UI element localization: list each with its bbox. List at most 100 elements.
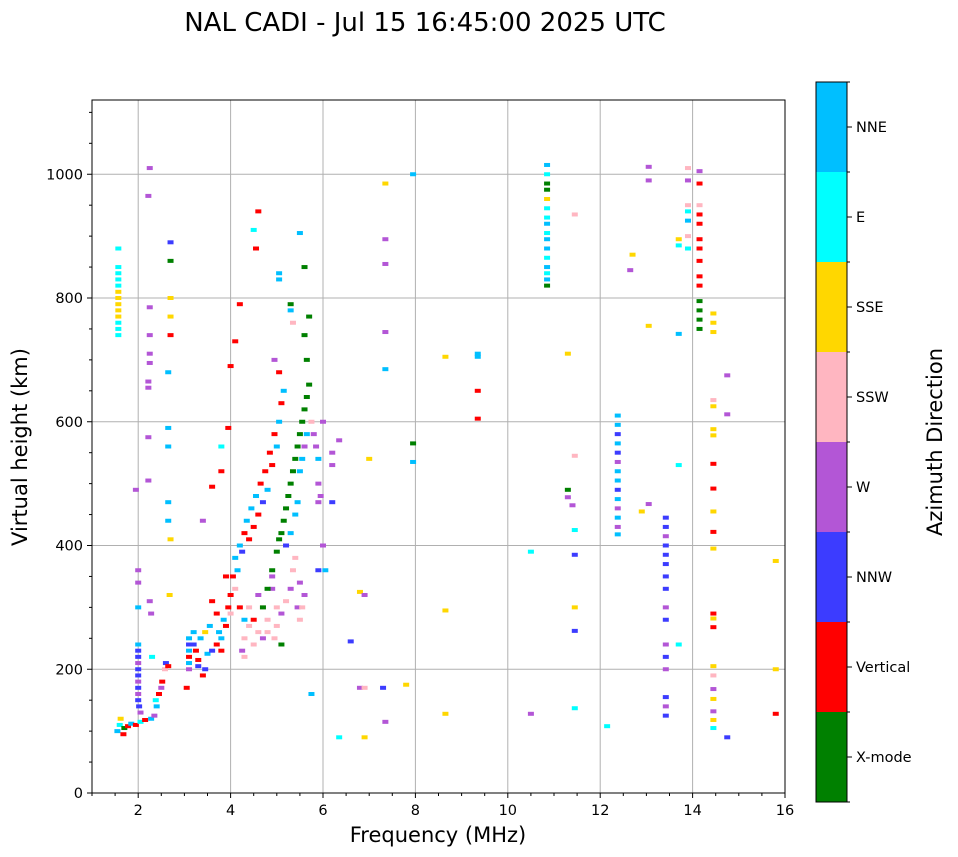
- data-point: [544, 162, 551, 167]
- data-point: [684, 203, 691, 208]
- data-point: [662, 586, 669, 591]
- data-point: [222, 574, 229, 579]
- data-point: [253, 246, 260, 251]
- data-point: [135, 685, 142, 690]
- data-point: [289, 469, 296, 474]
- data-point: [315, 500, 322, 505]
- data-point: [273, 549, 280, 554]
- colorbar-segment: [816, 622, 847, 712]
- data-point: [710, 625, 717, 630]
- data-point: [153, 704, 160, 709]
- data-point: [241, 617, 248, 622]
- data-point: [696, 317, 703, 322]
- data-point: [410, 441, 417, 446]
- data-point: [209, 599, 216, 604]
- data-point: [544, 277, 551, 282]
- data-point: [135, 692, 142, 696]
- data-point: [564, 487, 571, 492]
- data-point: [544, 221, 551, 226]
- x-axis-label: Frequency (MHz): [350, 823, 526, 847]
- data-point: [710, 687, 717, 692]
- data-point: [165, 425, 172, 430]
- data-point: [696, 237, 703, 242]
- chart-title: NAL CADI - Jul 15 16:45:00 2025 UTC: [184, 8, 666, 38]
- data-point: [684, 234, 691, 239]
- data-point: [253, 494, 260, 498]
- y-tick-label: 1000: [46, 167, 83, 183]
- data-point: [158, 685, 165, 690]
- data-point: [662, 704, 669, 709]
- data-point: [115, 326, 122, 331]
- data-point: [115, 265, 122, 270]
- data-point: [564, 351, 571, 356]
- data-point: [276, 277, 283, 282]
- data-point: [696, 169, 703, 174]
- data-point: [167, 296, 174, 300]
- colorbar-segment: [816, 532, 847, 622]
- data-point: [308, 692, 315, 696]
- data-point: [236, 543, 243, 548]
- data-point: [148, 611, 155, 616]
- data-point: [135, 679, 142, 684]
- data-point: [696, 258, 703, 263]
- data-point: [209, 648, 216, 653]
- data-point: [544, 197, 551, 201]
- data-point: [675, 243, 682, 248]
- data-point: [285, 494, 292, 498]
- data-point: [292, 555, 299, 560]
- data-point: [278, 531, 285, 536]
- data-point: [614, 441, 621, 446]
- x-tick-label: 14: [683, 803, 701, 819]
- y-axis-label: Virtual height (km): [8, 348, 32, 546]
- data-point: [197, 636, 204, 641]
- data-point: [232, 339, 239, 344]
- data-point: [213, 642, 220, 647]
- data-point: [259, 605, 266, 610]
- colorbar-label: E: [856, 210, 865, 226]
- data-point: [662, 667, 669, 672]
- data-point: [287, 481, 294, 486]
- data-point: [662, 515, 669, 520]
- data-point: [382, 261, 389, 266]
- colorbar-label: Vertical: [856, 660, 910, 676]
- data-point: [296, 469, 303, 474]
- y-axis-ticks: 0 200 400 600 800 1000: [46, 111, 92, 802]
- data-point: [218, 636, 225, 641]
- colorbar-label: W: [856, 480, 870, 496]
- data-point: [115, 296, 122, 300]
- data-point: [710, 726, 717, 731]
- data-point: [115, 246, 122, 251]
- x-tick-label: 10: [499, 803, 517, 819]
- data-point: [148, 716, 155, 721]
- x-tick-label: 2: [134, 803, 143, 819]
- data-point: [269, 568, 276, 573]
- colorbar-segment: [816, 262, 847, 352]
- data-point: [294, 605, 301, 610]
- data-point: [250, 642, 257, 647]
- x-tick-label: 16: [776, 803, 794, 819]
- data-point: [255, 593, 262, 597]
- data-point: [283, 543, 290, 548]
- data-point: [366, 456, 373, 461]
- data-point: [202, 667, 209, 672]
- data-point: [273, 605, 280, 610]
- data-point: [135, 568, 142, 573]
- data-point: [115, 289, 122, 294]
- data-point: [135, 661, 142, 666]
- data-point: [137, 710, 144, 715]
- data-point: [227, 364, 234, 369]
- data-point: [232, 555, 239, 560]
- data-point: [250, 227, 257, 232]
- data-point: [225, 425, 232, 430]
- data-point: [710, 717, 717, 722]
- data-point: [675, 237, 682, 242]
- data-point: [236, 302, 243, 307]
- data-point: [186, 667, 193, 672]
- data-point: [301, 407, 308, 412]
- data-point: [167, 258, 174, 263]
- data-point: [544, 237, 551, 242]
- data-point: [294, 444, 301, 449]
- data-point: [614, 459, 621, 464]
- data-point: [710, 330, 717, 335]
- data-point: [192, 648, 199, 653]
